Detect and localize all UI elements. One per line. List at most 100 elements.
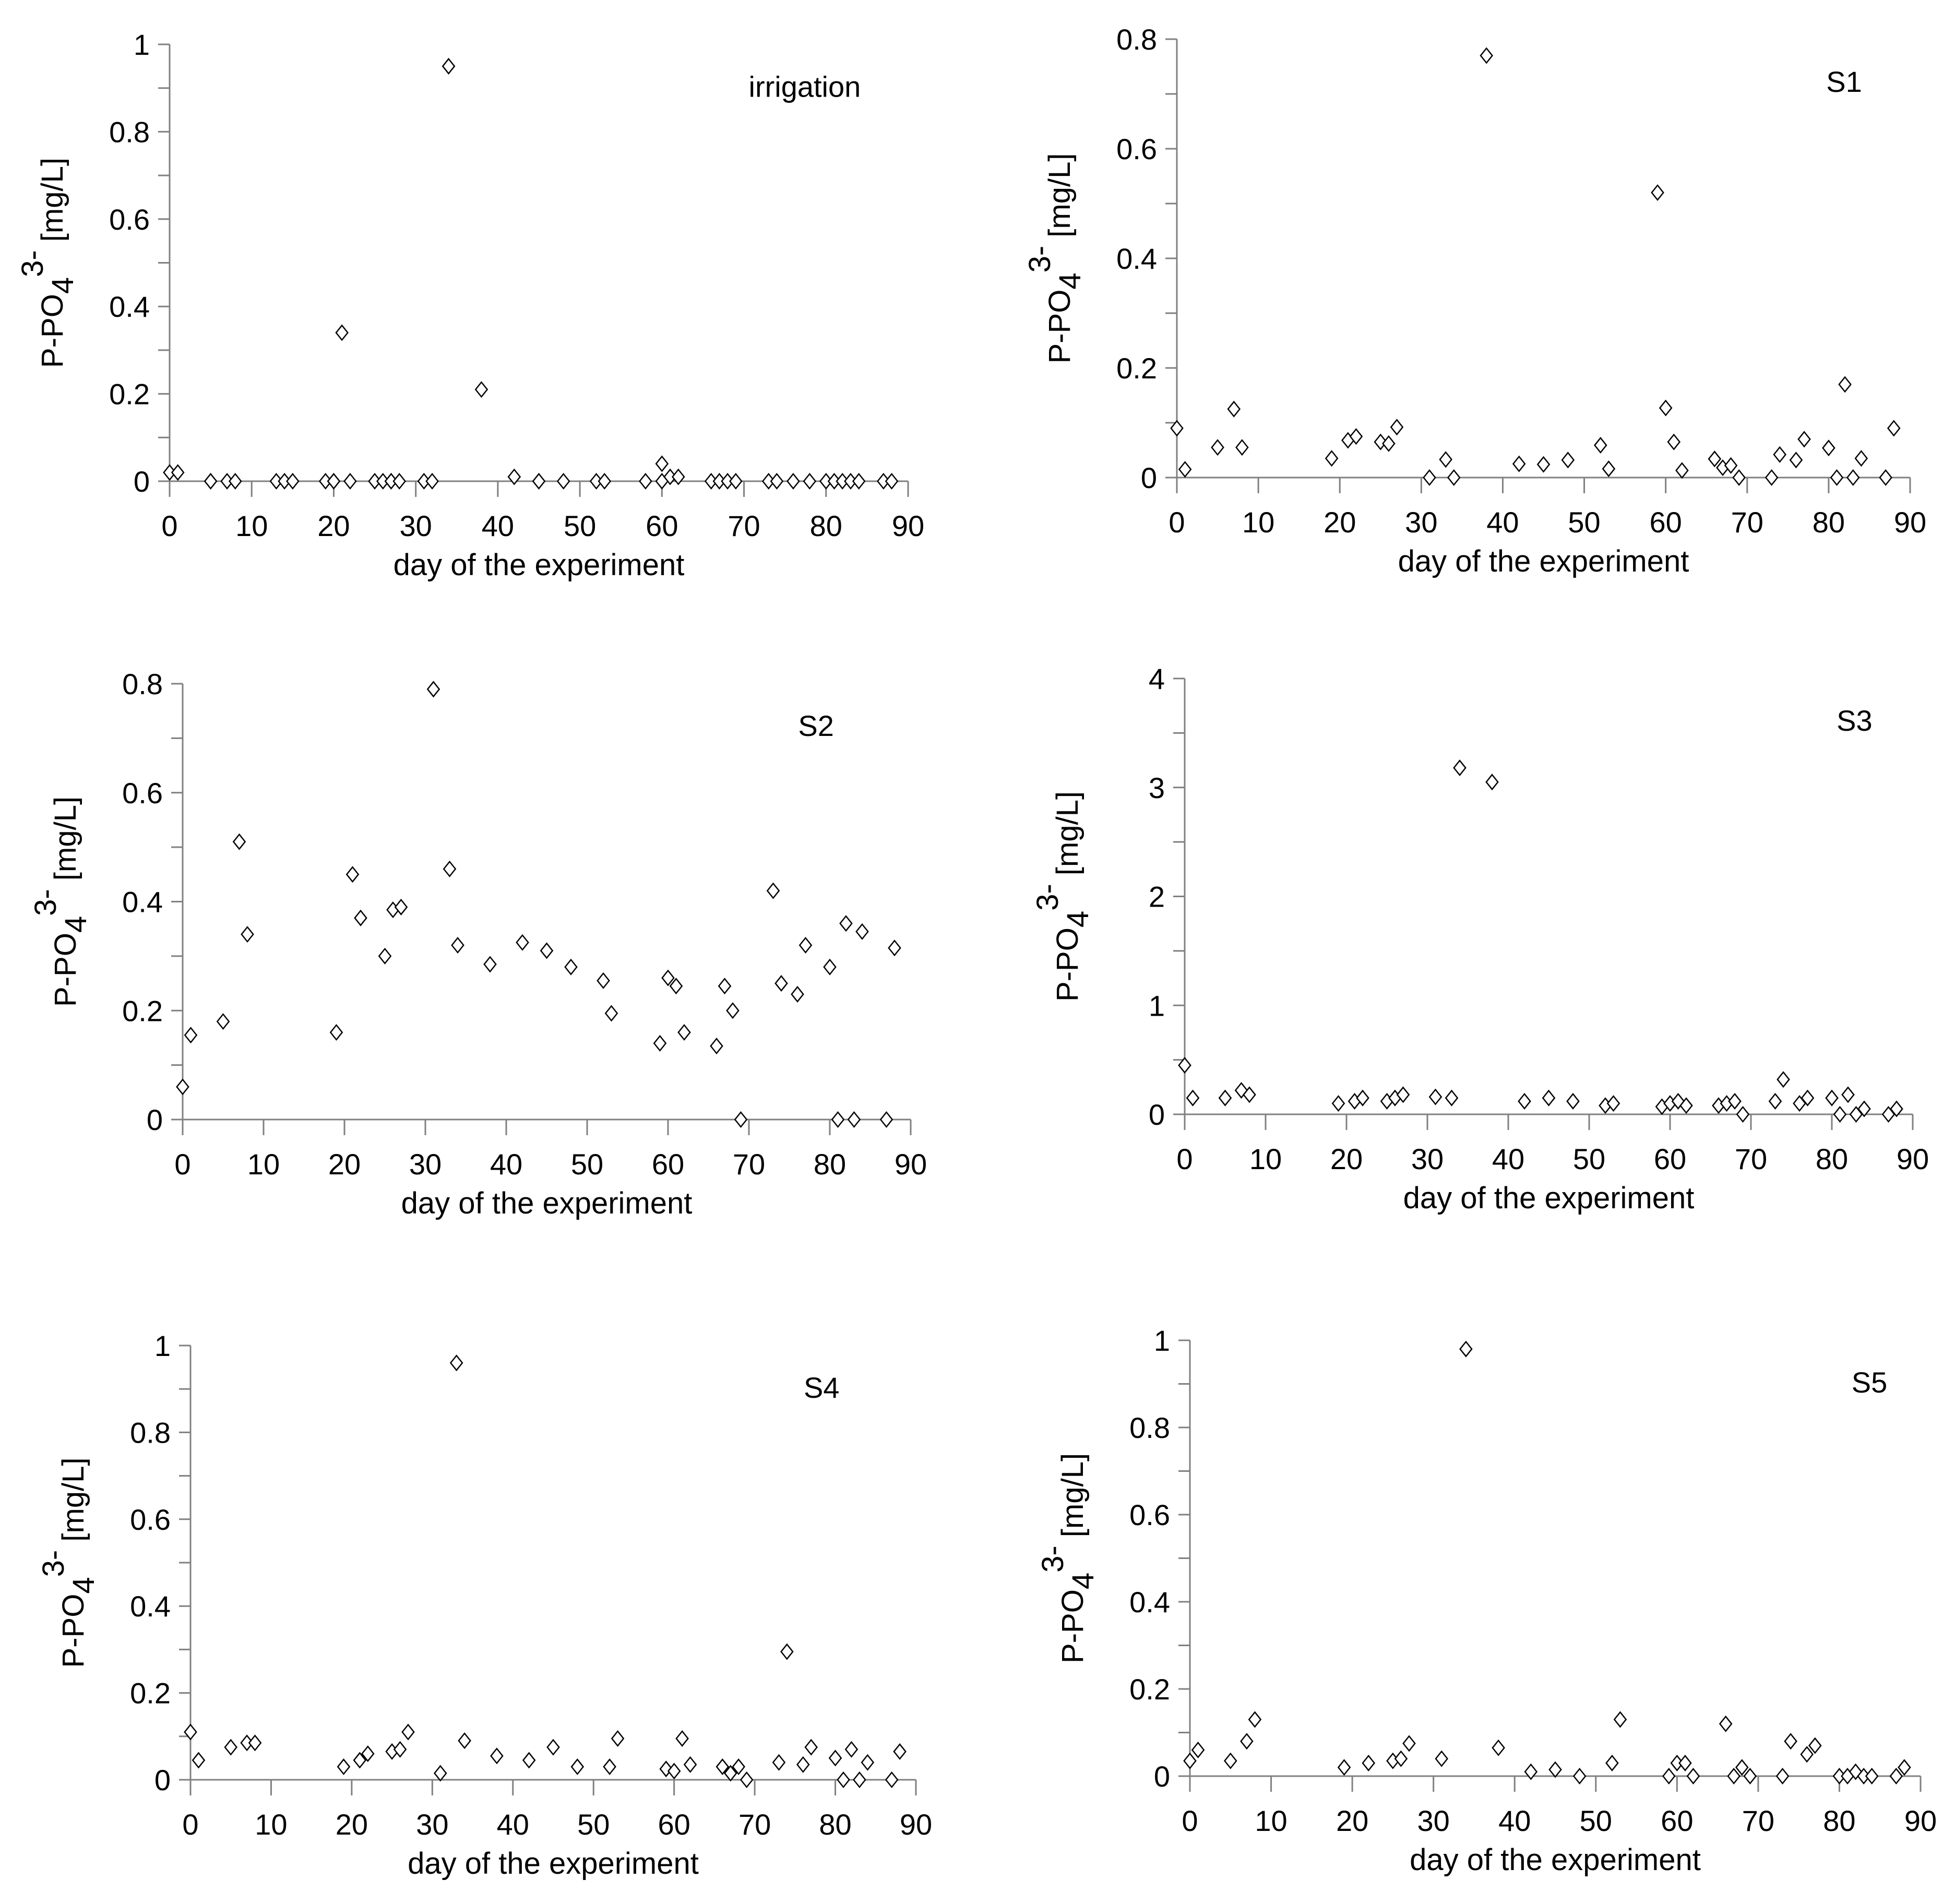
- x-tick-label: 0: [182, 1808, 198, 1841]
- y-axis-label-unit: [mg/L]: [35, 158, 69, 250]
- x-tick-label: 60: [1654, 1143, 1686, 1175]
- data-point: [1227, 400, 1241, 418]
- data-point: [611, 1730, 625, 1747]
- data-point: [1822, 439, 1835, 457]
- data-point: [1651, 184, 1664, 201]
- data-point: [1485, 773, 1499, 791]
- data-point: [885, 472, 899, 490]
- data-point: [176, 1078, 189, 1096]
- data-point: [1887, 420, 1901, 437]
- chart-panel-s1: 0 0.2 0.4 0.6 0.8 0 10 20 30 40 50 60 70 80 90 day of t…: [1023, 23, 1926, 578]
- data-point: [1679, 1097, 1693, 1114]
- data-point: [1800, 1746, 1814, 1763]
- data-point: [564, 958, 578, 975]
- data-point: [1390, 419, 1404, 436]
- data-point: [1349, 428, 1363, 445]
- data-point: [1382, 435, 1396, 452]
- x-tick-label: 40: [497, 1808, 529, 1841]
- y-tick-label: 1: [134, 28, 150, 61]
- data-point: [192, 1752, 206, 1769]
- data-point: [1240, 1733, 1254, 1750]
- y-axis-label-prefix: P-PO: [1051, 927, 1084, 1002]
- data-point: [425, 472, 439, 490]
- y-axis-label: P-PO43- [mg/L]: [1023, 153, 1087, 364]
- data-point: [888, 939, 901, 957]
- x-tick-label: 10: [1242, 506, 1274, 539]
- y-tick-label: 0.6: [130, 1503, 171, 1536]
- data-point: [216, 1013, 230, 1030]
- data-point: [329, 1024, 343, 1041]
- data-point: [780, 1643, 794, 1660]
- y-tick-label: 1: [1149, 989, 1165, 1022]
- data-point: [1659, 399, 1673, 416]
- data-point: [1789, 451, 1803, 469]
- x-tick-label: 90: [1904, 1804, 1937, 1837]
- data-point: [442, 57, 456, 75]
- x-tick-label: 50: [1580, 1804, 1612, 1837]
- y-axis-label-unit: [mg/L]: [49, 796, 82, 889]
- data-point: [1865, 1767, 1879, 1785]
- x-tick-label: 70: [1742, 1804, 1774, 1837]
- x-tick-label: 0: [1176, 1143, 1193, 1175]
- data-point: [1453, 759, 1467, 777]
- data-point: [791, 985, 804, 1003]
- y-axis-label-subscript: 4: [46, 277, 80, 294]
- x-tick-label: 70: [728, 509, 760, 542]
- data-point: [1459, 1340, 1473, 1358]
- y-tick-label: 0.2: [130, 1677, 171, 1710]
- data-point: [716, 1758, 730, 1776]
- data-point: [1889, 1767, 1903, 1785]
- y-axis-label-unit: [mg/L]: [1056, 1453, 1090, 1545]
- data-point: [1423, 469, 1436, 486]
- data-point: [1234, 1082, 1248, 1099]
- data-point: [1356, 1089, 1369, 1106]
- data-point: [394, 898, 408, 915]
- y-tick-label: 0: [1149, 1098, 1165, 1131]
- x-axis-label: day of the experiment: [394, 548, 685, 582]
- data-point: [1736, 1105, 1750, 1123]
- x-tick-label: 60: [646, 509, 678, 542]
- data-point: [224, 1739, 238, 1756]
- data-point: [1593, 437, 1607, 454]
- x-tick-label: 30: [1411, 1143, 1444, 1175]
- data-point: [1223, 1752, 1237, 1769]
- data-point: [831, 1111, 845, 1128]
- data-point: [655, 455, 669, 472]
- y-axis-label-unit: [mg/L]: [1043, 153, 1077, 246]
- x-tick-label: 10: [247, 1148, 280, 1181]
- data-point: [353, 1752, 367, 1769]
- x-tick-label: 70: [1731, 506, 1763, 539]
- y-axis-label: P-PO43- [mg/L]: [1036, 1453, 1100, 1663]
- x-tick-label: 20: [336, 1808, 368, 1841]
- data-point: [772, 1754, 786, 1771]
- data-point: [1512, 455, 1526, 472]
- data-point: [327, 472, 341, 490]
- y-tick-label: 2: [1149, 880, 1165, 913]
- data-point: [667, 1763, 681, 1780]
- y-axis-label-superscript: 3-: [1031, 884, 1065, 911]
- x-axis-label: day of the experiment: [1410, 1843, 1701, 1877]
- y-axis-label: P-PO43- [mg/L]: [37, 1458, 101, 1668]
- data-point: [770, 472, 784, 490]
- data-point: [1724, 457, 1738, 474]
- data-point: [774, 975, 788, 992]
- y-tick-label: 0: [134, 465, 150, 498]
- data-point: [184, 1723, 197, 1741]
- data-point: [1394, 1750, 1408, 1767]
- data-point: [661, 969, 675, 986]
- data-point: [522, 1752, 536, 1769]
- data-point: [286, 472, 300, 490]
- data-point: [1675, 462, 1689, 479]
- y-axis-label-superscript: 3-: [16, 250, 50, 277]
- x-tick-label: 0: [174, 1148, 190, 1181]
- data-point: [1178, 461, 1192, 478]
- x-tick-label: 50: [1573, 1143, 1605, 1175]
- data-point: [597, 972, 610, 989]
- data-point: [516, 934, 529, 951]
- x-axis-label: day of the experiment: [1398, 544, 1689, 578]
- x-tick-label: 40: [490, 1148, 522, 1181]
- data-point: [1447, 469, 1461, 486]
- data-point: [796, 1756, 810, 1773]
- data-point: [718, 978, 732, 995]
- data-point: [604, 1005, 618, 1022]
